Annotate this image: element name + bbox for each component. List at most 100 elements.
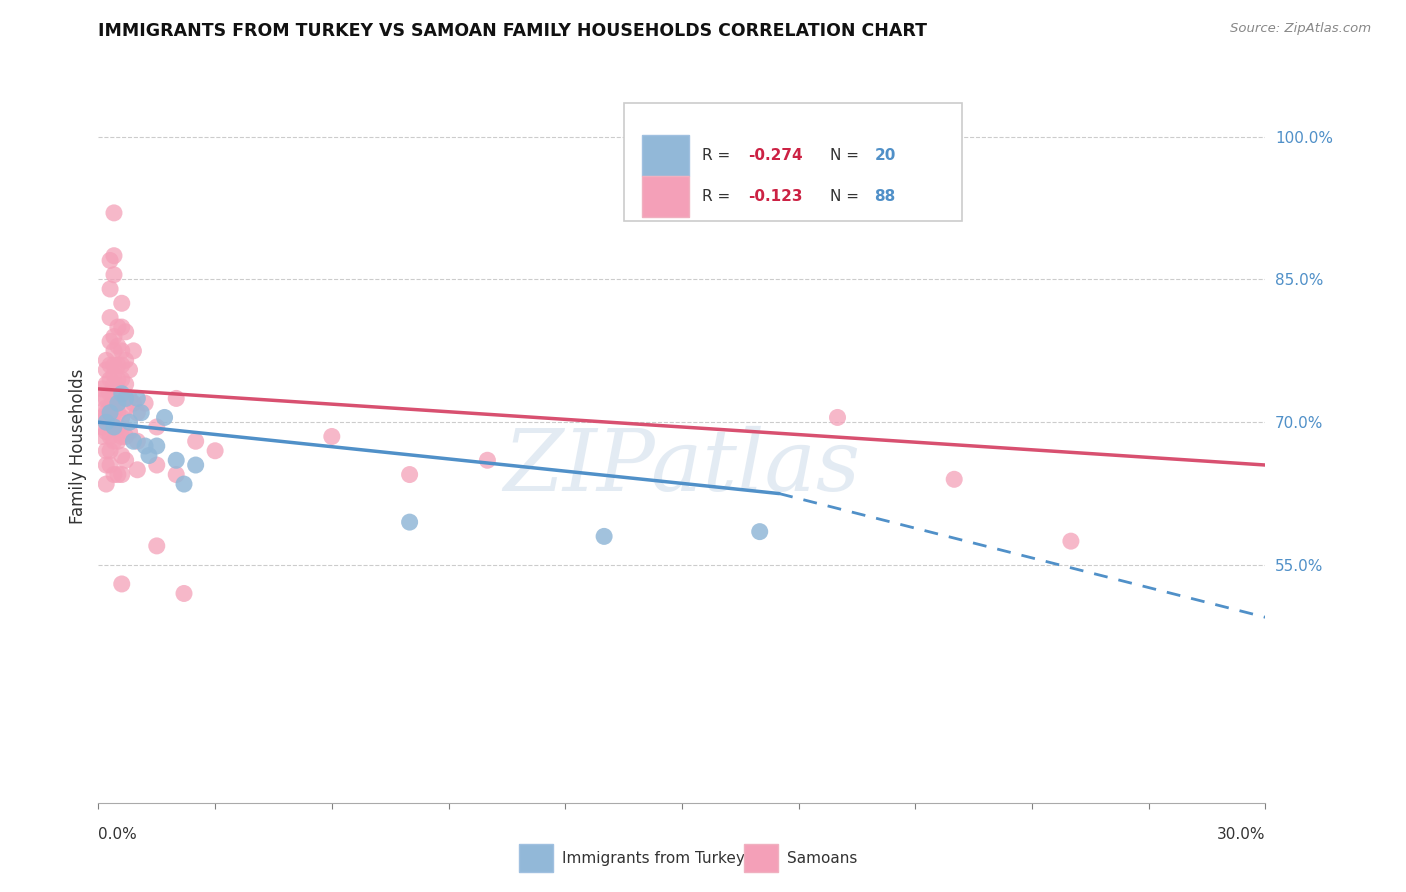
Point — [98, 443, 121, 458]
Point — [98, 358, 121, 372]
Point — [118, 363, 141, 377]
Point — [107, 382, 129, 396]
Point — [129, 406, 152, 420]
Point — [165, 392, 187, 406]
Text: 88: 88 — [875, 189, 896, 203]
Point — [111, 386, 134, 401]
Point — [111, 467, 134, 482]
Point — [103, 392, 125, 406]
Point — [107, 396, 129, 410]
FancyBboxPatch shape — [643, 136, 689, 176]
Point — [107, 358, 129, 372]
Point — [122, 343, 145, 358]
Point — [146, 420, 169, 434]
Point — [91, 410, 114, 425]
Point — [103, 268, 125, 282]
Point — [91, 382, 114, 396]
Point — [96, 401, 118, 415]
Point — [107, 406, 129, 420]
Point — [127, 434, 149, 449]
Point — [103, 420, 125, 434]
Point — [103, 249, 125, 263]
Point — [118, 425, 141, 439]
Point — [96, 353, 118, 368]
Point — [134, 439, 156, 453]
Point — [114, 429, 136, 443]
Point — [118, 392, 141, 406]
Point — [91, 429, 114, 443]
Text: R =: R = — [702, 189, 735, 203]
Text: IMMIGRANTS FROM TURKEY VS SAMOAN FAMILY HOUSEHOLDS CORRELATION CHART: IMMIGRANTS FROM TURKEY VS SAMOAN FAMILY … — [98, 22, 928, 40]
Text: Source: ZipAtlas.com: Source: ZipAtlas.com — [1230, 22, 1371, 36]
Point — [96, 406, 118, 420]
Point — [111, 372, 134, 386]
Point — [114, 325, 136, 339]
Point — [111, 449, 134, 463]
Text: N =: N = — [830, 148, 865, 163]
Point — [173, 586, 195, 600]
Point — [98, 334, 121, 349]
Point — [98, 386, 121, 401]
Point — [107, 396, 129, 410]
Point — [107, 434, 129, 449]
Point — [398, 515, 420, 529]
Point — [91, 392, 114, 406]
Text: Samoans: Samoans — [787, 851, 858, 865]
Point — [98, 401, 121, 415]
Point — [146, 439, 169, 453]
Point — [111, 358, 134, 372]
Point — [91, 420, 114, 434]
Text: Immigrants from Turkey: Immigrants from Turkey — [562, 851, 745, 865]
Point — [127, 406, 149, 420]
Point — [96, 410, 118, 425]
Point — [96, 415, 118, 429]
Point — [103, 467, 125, 482]
Point — [593, 529, 616, 543]
Point — [134, 396, 156, 410]
Point — [98, 429, 121, 443]
Point — [103, 377, 125, 392]
Point — [165, 453, 187, 467]
Point — [118, 415, 141, 429]
Point — [827, 410, 849, 425]
Y-axis label: Family Households: Family Households — [69, 368, 87, 524]
Point — [107, 320, 129, 334]
Point — [184, 458, 207, 472]
Point — [98, 458, 121, 472]
Point — [103, 434, 125, 449]
Text: R =: R = — [702, 148, 735, 163]
Point — [943, 472, 966, 486]
Point — [103, 358, 125, 372]
Text: N =: N = — [830, 189, 865, 203]
FancyBboxPatch shape — [624, 103, 962, 221]
Point — [477, 453, 499, 467]
Point — [96, 477, 118, 491]
Point — [122, 434, 145, 449]
Text: ZIPatlas: ZIPatlas — [503, 426, 860, 508]
Point — [114, 401, 136, 415]
Point — [96, 363, 118, 377]
Point — [114, 377, 136, 392]
Point — [103, 406, 125, 420]
Point — [122, 396, 145, 410]
Point — [165, 467, 187, 482]
Point — [107, 372, 129, 386]
Point — [184, 434, 207, 449]
Point — [103, 420, 125, 434]
Point — [103, 206, 125, 220]
Point — [173, 477, 195, 491]
Point — [103, 368, 125, 382]
Text: -0.274: -0.274 — [748, 148, 803, 163]
Text: 20: 20 — [875, 148, 896, 163]
Point — [114, 453, 136, 467]
Point — [96, 443, 118, 458]
Point — [127, 463, 149, 477]
Point — [153, 410, 176, 425]
Point — [96, 392, 118, 406]
Point — [107, 420, 129, 434]
Point — [146, 458, 169, 472]
Point — [114, 353, 136, 368]
Point — [398, 467, 420, 482]
Point — [96, 377, 118, 392]
Point — [103, 343, 125, 358]
